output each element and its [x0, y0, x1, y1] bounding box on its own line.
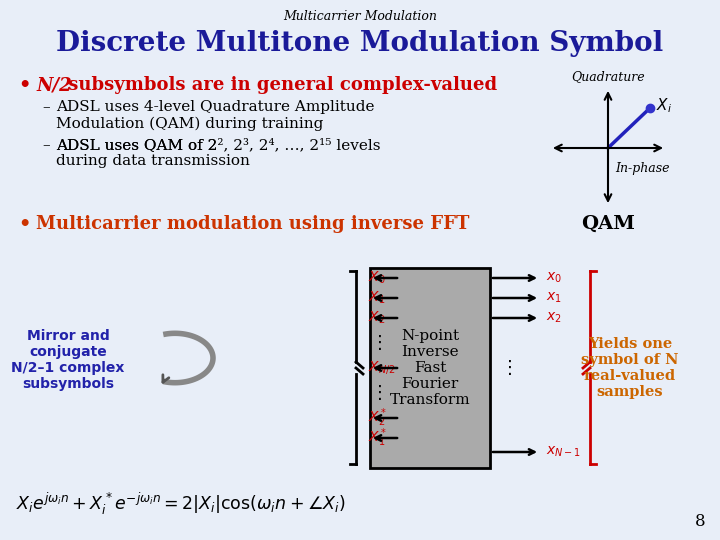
Text: QAM: QAM — [581, 215, 635, 233]
Text: Yields one
symbol of N
real-valued
samples: Yields one symbol of N real-valued sampl… — [581, 337, 679, 399]
Text: –: – — [42, 138, 50, 152]
Text: ⋮: ⋮ — [371, 334, 389, 352]
Text: $x_2$: $x_2$ — [546, 311, 562, 325]
Text: $X_2$: $X_2$ — [368, 310, 385, 326]
Text: $X_1^*$: $X_1^*$ — [368, 427, 387, 449]
Text: $x_1$: $x_1$ — [546, 291, 562, 305]
Text: Multicarrier modulation using inverse FFT: Multicarrier modulation using inverse FF… — [36, 215, 469, 233]
Text: N/2: N/2 — [36, 76, 71, 94]
Text: N-point
Inverse
Fast
Fourier
Transform: N-point Inverse Fast Fourier Transform — [390, 329, 470, 407]
Text: Discrete Multitone Modulation Symbol: Discrete Multitone Modulation Symbol — [56, 30, 664, 57]
Text: ⋮: ⋮ — [371, 384, 389, 402]
Text: ⋮: ⋮ — [501, 359, 519, 377]
Text: Multicarrier Modulation: Multicarrier Modulation — [283, 10, 437, 23]
Text: In-phase: In-phase — [616, 162, 670, 175]
Text: $x_{N-1}$: $x_{N-1}$ — [546, 445, 581, 459]
Text: subsymbols are in general complex-valued: subsymbols are in general complex-valued — [62, 76, 497, 94]
Text: $X_2^*$: $X_2^*$ — [368, 407, 387, 429]
Text: $X_i$: $X_i$ — [656, 97, 672, 116]
Text: 8: 8 — [696, 513, 706, 530]
Text: ADSL uses QAM of 2², 2³, 2⁴, …, 2¹⁵ levels
during data transmission: ADSL uses QAM of 2², 2³, 2⁴, …, 2¹⁵ leve… — [56, 138, 380, 168]
Text: •: • — [18, 76, 30, 95]
Text: $X_1$: $X_1$ — [368, 290, 385, 306]
Text: $X_{N/2}$: $X_{N/2}$ — [368, 360, 395, 376]
FancyBboxPatch shape — [370, 268, 490, 468]
Text: –: – — [42, 100, 50, 114]
Text: •: • — [18, 215, 30, 234]
Text: $x_0$: $x_0$ — [546, 271, 562, 285]
Text: Quadrature: Quadrature — [571, 70, 645, 83]
Text: $X_i e^{j\omega_i n} + X_i^* e^{-j\omega_i n} = 2|X_i|\cos(\omega_i n + \angle X: $X_i e^{j\omega_i n} + X_i^* e^{-j\omega… — [16, 491, 346, 517]
Text: ADSL uses QAM of 2: ADSL uses QAM of 2 — [56, 138, 217, 152]
Text: Mirror and
conjugate
N/2–1 complex
subsymbols: Mirror and conjugate N/2–1 complex subsy… — [12, 329, 125, 392]
Text: $X_0$: $X_0$ — [368, 270, 386, 286]
Text: ADSL uses 4-level Quadrature Amplitude
Modulation (QAM) during training: ADSL uses 4-level Quadrature Amplitude M… — [56, 100, 374, 131]
